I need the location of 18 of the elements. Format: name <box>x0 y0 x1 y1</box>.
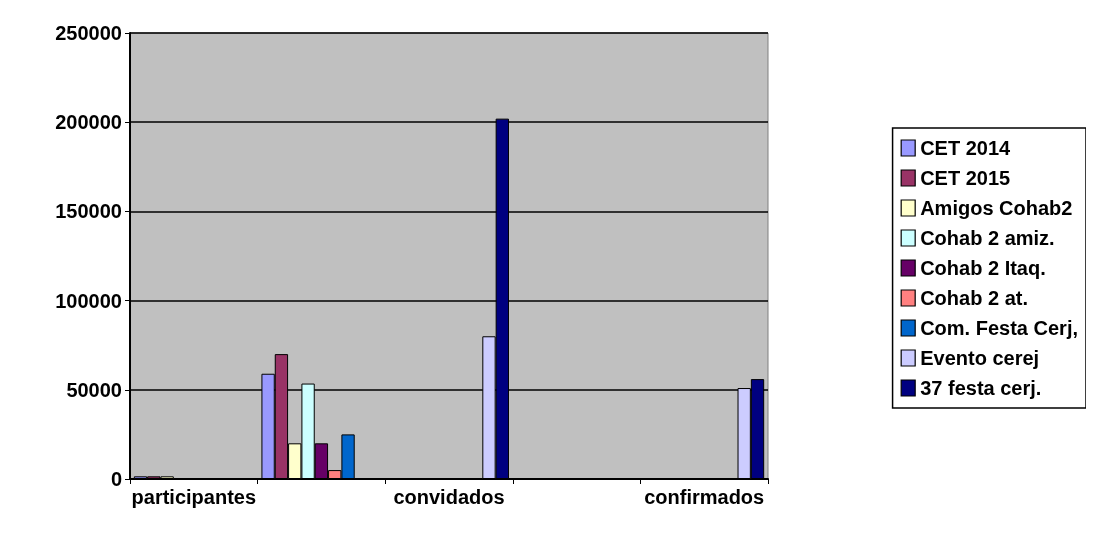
legend-label: Com. Festa Cerj, <box>920 317 1079 339</box>
y-tick-label: 0 <box>110 468 122 490</box>
y-tick-label: 50000 <box>66 378 122 401</box>
x-tick-label: participantes <box>131 486 257 508</box>
y-tick-label: 250000 <box>55 22 122 44</box>
y-tick-label: 200000 <box>55 111 122 134</box>
y-tick-label: 150000 <box>55 200 122 223</box>
legend-label: Amigos Cohab2 <box>920 197 1073 219</box>
legend-label: CET 2014 <box>920 137 1012 159</box>
legend-label: CET 2015 <box>920 167 1011 189</box>
x-tick-label: convidados <box>393 486 505 508</box>
legend-label: 37 festa cerj. <box>920 377 1042 399</box>
legend-label: Cohab 2 at. <box>920 287 1028 309</box>
legend-label: Cohab 2 Itaq. <box>920 257 1046 279</box>
y-tick-label: 100000 <box>55 289 122 312</box>
x-tick-label: confirmados <box>644 486 765 508</box>
legend-label: Cohab 2 amiz. <box>920 227 1055 249</box>
legend-label: Evento cerej <box>920 347 1040 369</box>
